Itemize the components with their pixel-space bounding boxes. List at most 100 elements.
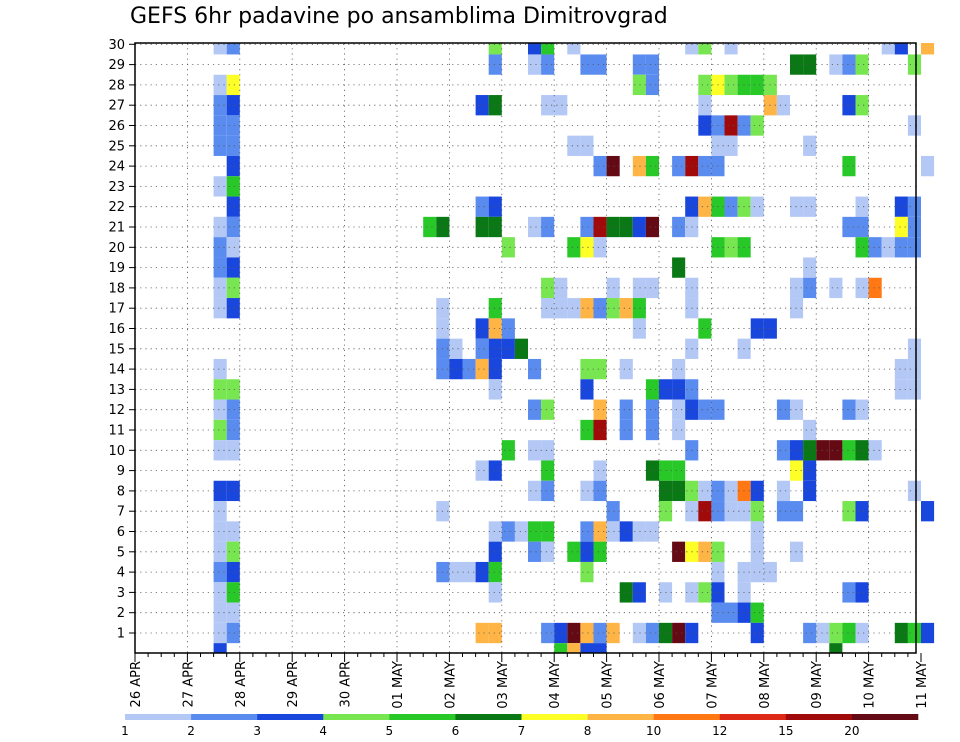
heatmap-cell xyxy=(632,54,646,75)
heatmap-cell xyxy=(528,43,542,55)
heatmap-cell xyxy=(816,622,830,644)
y-tick-label: 21 xyxy=(108,221,125,236)
heatmap-cell xyxy=(632,318,646,339)
y-tick-label: 19 xyxy=(108,261,125,276)
y-tick-label: 26 xyxy=(108,119,125,134)
heatmap-cell xyxy=(593,399,607,420)
x-tick-label: 10 MAY xyxy=(863,661,878,709)
heatmap-cell xyxy=(567,135,581,156)
heatmap-cell xyxy=(894,216,908,238)
heatmap-cell xyxy=(226,298,240,319)
y-tick-label: 9 xyxy=(117,464,125,479)
heatmap-cell xyxy=(567,43,581,55)
heatmap-cell xyxy=(226,257,240,278)
heatmap-cell xyxy=(213,399,227,420)
heatmap-cell xyxy=(226,176,240,197)
heatmap-cell xyxy=(528,480,542,502)
heatmap-cell xyxy=(776,399,790,420)
x-tick-label: 06 MAY xyxy=(653,661,668,709)
heatmap-cell xyxy=(842,216,856,238)
heatmap-cell xyxy=(226,43,240,55)
heatmap-cell xyxy=(907,196,921,217)
heatmap-cell xyxy=(488,216,502,238)
heatmap-cell xyxy=(645,216,659,238)
heatmap-cell xyxy=(554,643,568,653)
heatmap-cell xyxy=(803,480,817,502)
heatmap-cell xyxy=(606,277,620,299)
heatmap-cell xyxy=(475,318,489,339)
heatmap-cell xyxy=(750,318,764,339)
colorbar-label: 20 xyxy=(844,724,859,738)
heatmap-cell xyxy=(724,501,738,522)
heatmap-cell xyxy=(226,277,240,299)
heatmap-cell xyxy=(593,622,607,644)
heatmap-cell xyxy=(580,419,594,441)
heatmap-cell xyxy=(213,643,227,653)
heatmap-cell xyxy=(907,237,921,258)
heatmap-cell xyxy=(619,582,633,603)
heatmap-cell xyxy=(724,602,738,623)
heatmap-cell xyxy=(868,237,882,258)
y-tick-label: 28 xyxy=(108,78,125,93)
heatmap-cell xyxy=(645,277,659,299)
x-tick-label: 28 APR xyxy=(234,661,249,707)
heatmap-cell xyxy=(475,338,489,359)
heatmap-cell xyxy=(855,501,869,522)
heatmap-cell xyxy=(842,399,856,420)
heatmap-cell xyxy=(907,216,921,238)
heatmap-cell xyxy=(894,379,908,400)
heatmap-cell xyxy=(541,460,555,481)
heatmap-cell xyxy=(226,155,240,177)
x-tick-label: 04 MAY xyxy=(548,661,563,709)
heatmap-cell xyxy=(528,399,542,420)
heatmap-cell xyxy=(803,277,817,299)
heatmap-cell xyxy=(475,196,489,217)
heatmap-cell xyxy=(803,257,817,278)
heatmap-cell xyxy=(213,216,227,238)
heatmap-cell xyxy=(855,196,869,217)
heatmap-cell xyxy=(894,43,908,55)
y-tick-label: 2 xyxy=(117,606,125,621)
heatmap-cell xyxy=(541,622,555,644)
heatmap-cell xyxy=(213,501,227,522)
colorbar-swatch xyxy=(323,714,390,720)
y-tick-label: 29 xyxy=(108,58,125,73)
heatmap-cell xyxy=(868,440,882,461)
heatmap-cell xyxy=(685,43,699,55)
heatmap-cell xyxy=(593,460,607,481)
x-tick-label: 30 APR xyxy=(339,661,354,707)
heatmap-cell xyxy=(593,643,607,653)
x-tick-label: 11 MAY xyxy=(915,661,930,709)
heatmap-cell xyxy=(580,216,594,238)
heatmap-cell xyxy=(606,155,620,177)
heatmap-cell xyxy=(475,622,489,644)
heatmap-cell xyxy=(541,298,555,319)
heatmap-cell xyxy=(829,440,843,461)
heatmap-cell xyxy=(606,521,620,542)
heatmap-cell xyxy=(541,95,555,116)
colorbar-label: 2 xyxy=(187,724,195,738)
colorbar-swatch xyxy=(521,714,588,720)
heatmap-cell xyxy=(226,602,240,623)
heatmap-cell xyxy=(226,379,240,400)
heatmap-cell xyxy=(501,521,515,542)
heatmap-cell xyxy=(829,622,843,644)
y-tick-label: 1 xyxy=(117,627,125,642)
heatmap-cell xyxy=(632,277,646,299)
heatmap-cell xyxy=(698,541,712,562)
heatmap-cell xyxy=(528,216,542,238)
heatmap-cell xyxy=(606,622,620,644)
heatmap-cell xyxy=(842,155,856,177)
heatmap-cell xyxy=(698,480,712,502)
colorbar-label: 6 xyxy=(452,724,460,738)
heatmap-cell xyxy=(449,358,463,380)
x-tick-label: 01 MAY xyxy=(391,661,406,709)
heatmap-cell xyxy=(567,541,581,562)
colorbar-label: 8 xyxy=(584,724,592,738)
heatmap-cell xyxy=(226,541,240,562)
heatmap-cell xyxy=(750,561,764,583)
heatmap-cell xyxy=(593,541,607,562)
y-tick-label: 22 xyxy=(108,200,125,215)
y-tick-label: 20 xyxy=(108,241,125,256)
